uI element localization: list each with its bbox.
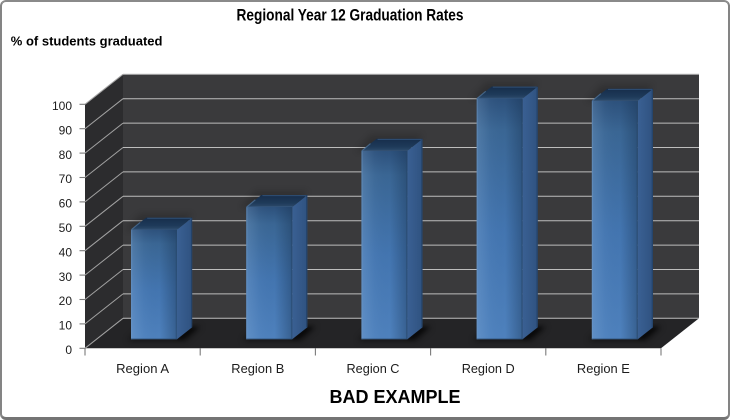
svg-text:Region B: Region B	[231, 361, 284, 376]
svg-text:30: 30	[59, 270, 73, 284]
svg-text:40: 40	[59, 245, 73, 259]
svg-text:Region C: Region C	[347, 361, 400, 376]
svg-text:90: 90	[59, 123, 73, 137]
svg-text:80: 80	[59, 148, 73, 162]
svg-text:20: 20	[59, 294, 73, 308]
svg-text:Region D: Region D	[462, 361, 515, 376]
svg-text:10: 10	[59, 319, 73, 333]
svg-text:100: 100	[52, 99, 72, 113]
svg-text:70: 70	[59, 172, 73, 186]
svg-text:BAD EXAMPLE: BAD EXAMPLE	[329, 387, 460, 407]
svg-text:Region E: Region E	[577, 361, 630, 376]
svg-text:% of students graduated: % of students graduated	[11, 34, 163, 49]
svg-text:60: 60	[59, 197, 73, 211]
svg-text:Region A: Region A	[116, 361, 169, 376]
svg-text:50: 50	[59, 221, 73, 235]
svg-text:0: 0	[65, 343, 72, 357]
svg-text:Regional Year 12 Graduation Ra: Regional Year 12 Graduation Rates	[237, 6, 464, 25]
